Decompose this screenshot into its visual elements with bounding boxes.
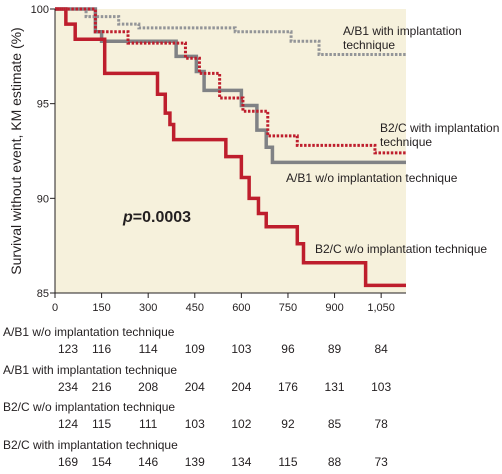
y-tick-label: 85 [37, 288, 49, 300]
series-label-line: technique [380, 135, 432, 149]
risk-value-cell: 154 [91, 454, 112, 469]
x-tick-label: 600 [232, 302, 250, 314]
p-value-number: =0.0003 [133, 209, 191, 226]
x-tick-label: 1,050 [367, 302, 395, 314]
risk-value-cell: 131 [324, 379, 345, 394]
risk-values-row: 123 116 114 109 103 96 89 84 [0, 342, 502, 358]
risk-value-cell: 208 [138, 379, 159, 394]
label-b2-c-with-implantation: B2/C with implantation technique [380, 121, 499, 149]
risk-group: B2/C with implantation technique 169 154 14… [0, 435, 502, 473]
risk-value-cell: 103 [371, 379, 392, 394]
risk-value-cell: 216 [91, 379, 112, 394]
axes-layer: 0 150 300 450 600 750 900 1,050 85 90 95 100 [31, 4, 406, 314]
risk-value-cell: 124 [57, 417, 79, 431]
risk-group: B2/C w/o implantation technique 124 115 111… [0, 397, 502, 435]
risk-value-cell: 234 [57, 379, 79, 394]
x-tick-label: 450 [186, 302, 204, 314]
risk-value-cell: 111 [139, 417, 158, 431]
x-tick-label: 300 [139, 302, 157, 314]
risk-value-cell: 134 [231, 454, 252, 469]
risk-value-cell: 103 [184, 417, 205, 431]
risk-value-cell: 139 [184, 454, 205, 469]
p-value-symbol: p [122, 209, 133, 226]
risk-group-name: B2/C w/o implantation technique [3, 400, 176, 414]
series-label-line: technique [343, 38, 395, 52]
series-layer [55, 7, 406, 288]
risk-values-row: 234 216 208 204 204 176 131 103 [0, 380, 502, 396]
risk-group-name: B2/C with implantation technique [3, 437, 178, 452]
risk-value-cell: 114 [138, 342, 158, 356]
y-tick-label: 100 [31, 4, 49, 16]
km-chart: 0 150 300 450 600 750 900 1,050 85 90 95 100 A/B1 w… [8, 4, 499, 314]
p-value-annotation: p=0.0003 [122, 209, 191, 226]
risk-value-cell: 176 [277, 379, 298, 394]
risk-group: A/B1 with implantation technique 234 216 20… [0, 360, 502, 398]
risk-value-cell: 89 [327, 342, 342, 356]
y-axis-label: Survival without event, KM estimate (%) [8, 27, 24, 274]
risk-value-cell: 102 [231, 417, 252, 431]
numbers-at-risk-table: A/B1 w/o implantation technique 123 116 114… [0, 322, 502, 472]
risk-group-name: A/B1 with implantation technique [3, 362, 178, 377]
label-a-b1-without-implantation: A/B1 w/o implantation technique [286, 171, 458, 185]
risk-group: A/B1 w/o implantation technique 123 116 114… [0, 322, 502, 360]
risk-values-row: 169 154 146 139 134 115 88 73 [0, 455, 502, 471]
label-b2-c-without-implantation: B2/C w/o implantation technique [315, 242, 487, 256]
y-tick-label: 90 [37, 193, 49, 205]
x-tick-label: 750 [279, 302, 297, 314]
risk-value-cell: 146 [138, 454, 159, 469]
risk-value-cell: 96 [281, 342, 295, 356]
x-tick-label: 900 [325, 302, 343, 314]
risk-value-cell: 115 [278, 454, 298, 469]
risk-value-cell: 84 [374, 342, 388, 356]
series-label-line: A/B1 with implantation [343, 24, 462, 38]
risk-value-cell: 78 [374, 417, 388, 431]
risk-value-cell: 103 [231, 342, 252, 356]
series-label-line: B2/C with implantation [380, 121, 499, 135]
risk-value-cell: 204 [184, 379, 205, 394]
risk-value-cell: 88 [327, 454, 342, 469]
risk-value-cell: 116 [92, 342, 112, 356]
risk-group-name: A/B1 w/o implantation technique [3, 325, 175, 339]
series-a-b1-with-implantation [55, 7, 406, 56]
label-a-b1-with-implantation: A/B1 with implantation technique [343, 24, 462, 52]
series-b2-c-without-implantation [55, 7, 406, 288]
risk-value-cell: 73 [374, 454, 388, 469]
risk-value-cell: 92 [281, 417, 295, 431]
plot-area [55, 9, 406, 293]
risk-value-cell: 204 [231, 379, 252, 394]
y-tick-label: 95 [37, 99, 49, 111]
risk-value-cell: 109 [184, 342, 205, 356]
risk-value-cell: 169 [57, 454, 79, 469]
x-tick-label: 0 [52, 302, 58, 314]
risk-value-cell: 115 [92, 417, 112, 431]
x-tick-label: 150 [92, 302, 110, 314]
risk-values-row: 124 115 111 103 102 92 85 78 [0, 417, 502, 433]
risk-value-cell: 85 [327, 417, 342, 431]
risk-value-cell: 123 [57, 342, 79, 356]
series-a-b1-without-implantation [55, 7, 406, 165]
